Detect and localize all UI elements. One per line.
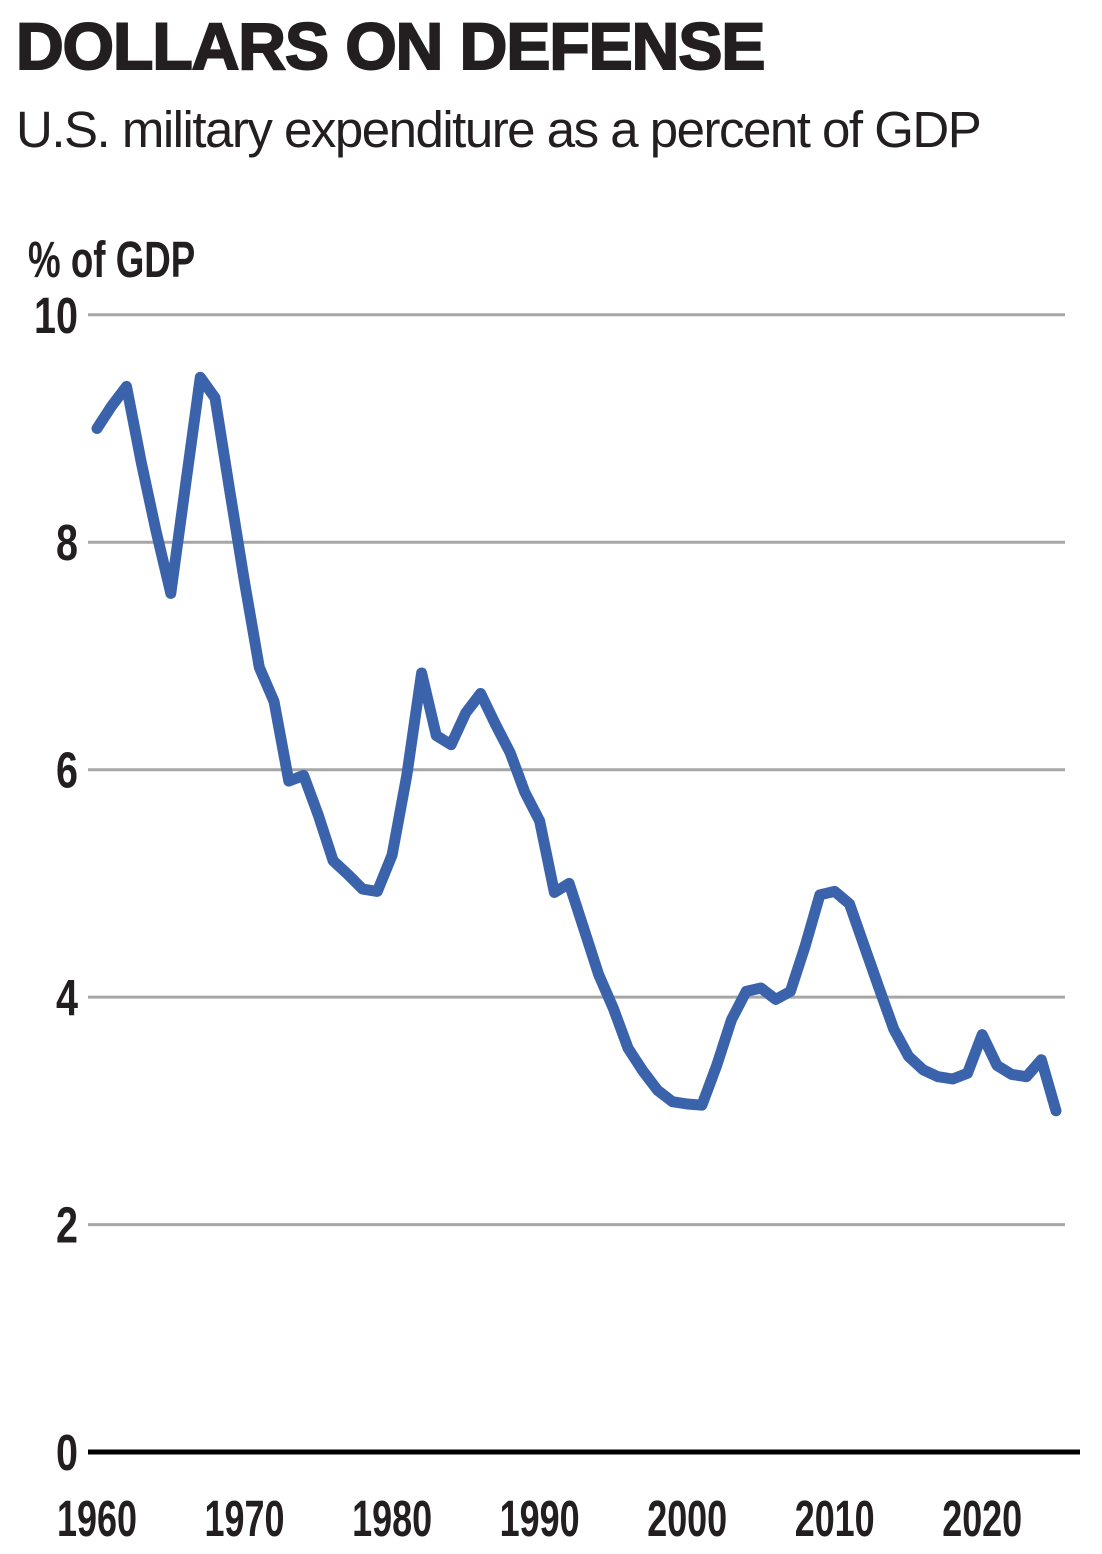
chart-subtitle: U.S. military expenditure as a percent o… bbox=[16, 101, 982, 158]
y-tick-label: 6 bbox=[56, 742, 78, 799]
x-tick-label: 2010 bbox=[795, 1490, 875, 1547]
y-tick-label: 8 bbox=[56, 514, 78, 571]
y-tick-label: 4 bbox=[56, 969, 78, 1026]
y-tick-label: 2 bbox=[56, 1197, 78, 1254]
x-tick-label: 1980 bbox=[352, 1490, 432, 1547]
data-line-military-expenditure bbox=[91, 371, 1062, 1117]
x-tick-label: 1990 bbox=[500, 1490, 580, 1547]
x-tick-label: 2000 bbox=[647, 1490, 727, 1547]
y-axis-unit-label: % of GDP bbox=[28, 231, 196, 288]
x-tick-label: 2020 bbox=[942, 1490, 1022, 1547]
y-tick-label: 10 bbox=[34, 287, 78, 344]
x-tick-label: 1960 bbox=[57, 1490, 137, 1547]
y-tick-label: 0 bbox=[56, 1424, 78, 1481]
x-tick-label: 1970 bbox=[205, 1490, 285, 1547]
chart-title: DOLLARS ON DEFENSE bbox=[15, 8, 766, 84]
